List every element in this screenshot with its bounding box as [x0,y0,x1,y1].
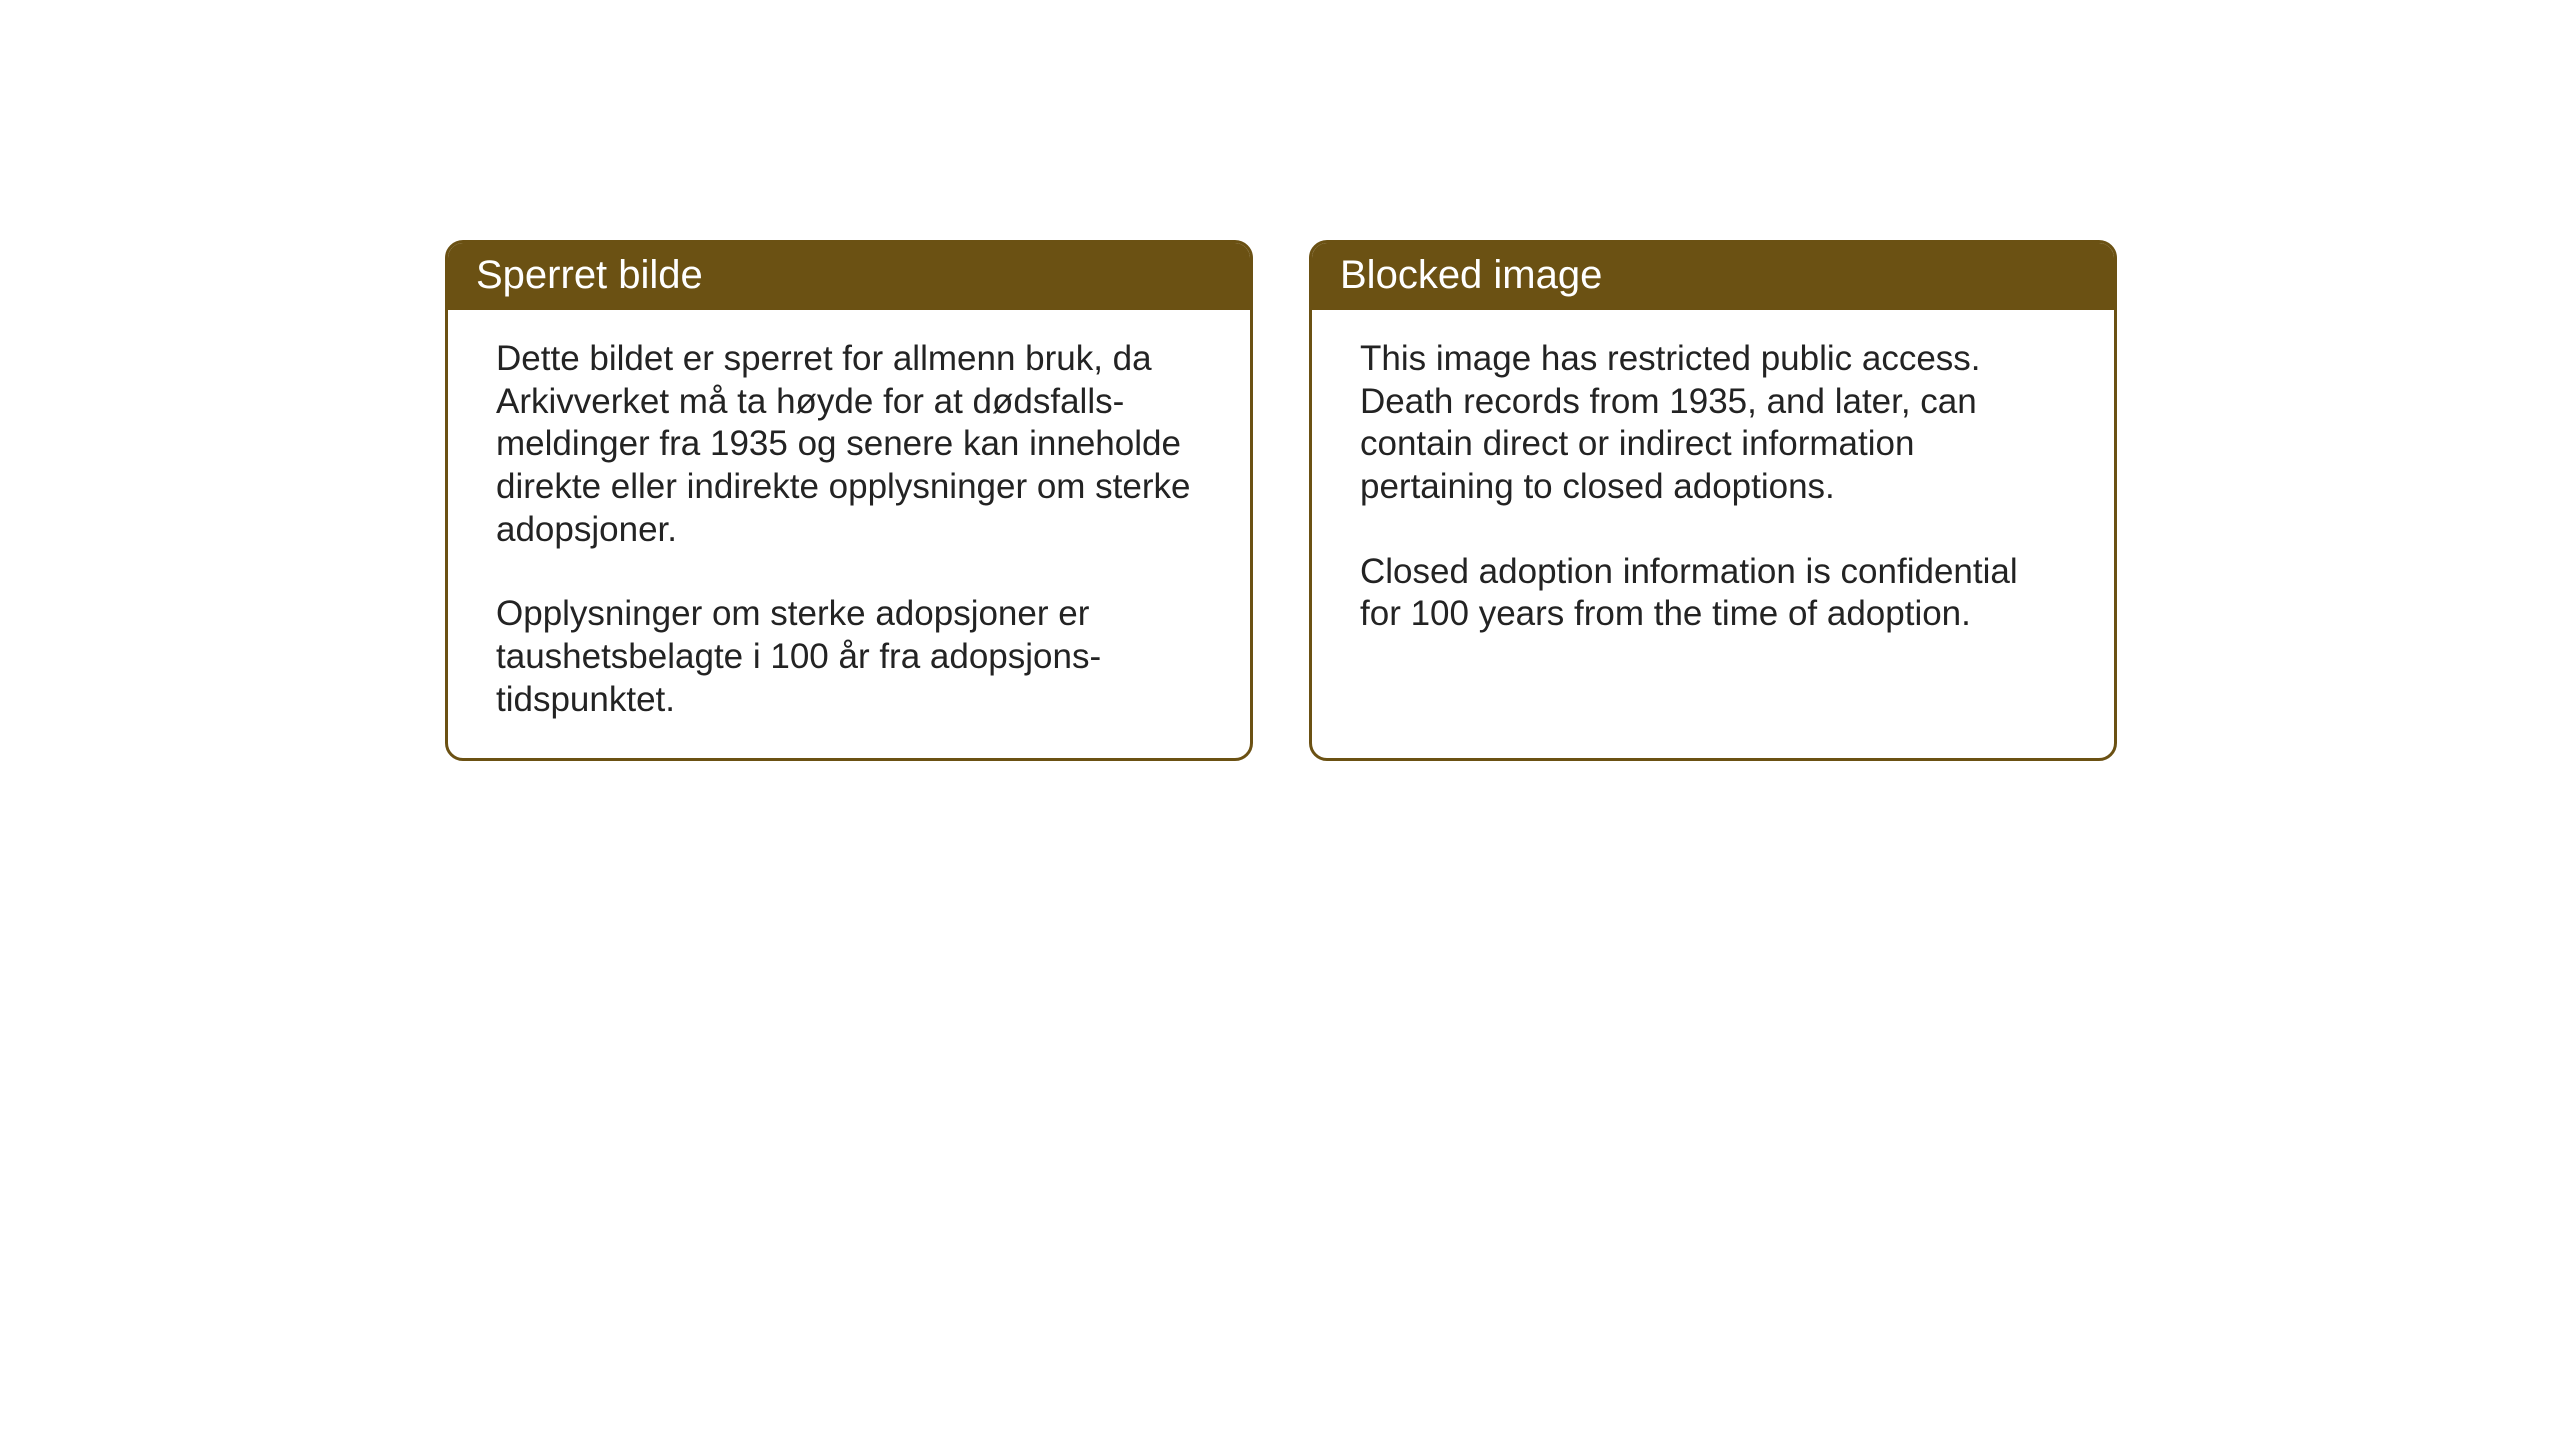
card-paragraph-norwegian-2: Opplysninger om sterke adopsjoner er tau… [496,593,1202,721]
card-header-english: Blocked image [1312,243,2114,310]
card-body-english: This image has restricted public access.… [1312,310,2114,730]
card-paragraph-english-1: This image has restricted public access.… [1360,338,2066,509]
notice-card-english: Blocked image This image has restricted … [1309,240,2117,761]
card-paragraph-english-2: Closed adoption information is confident… [1360,551,2066,636]
card-header-norwegian: Sperret bilde [448,243,1250,310]
notice-cards-container: Sperret bilde Dette bildet er sperret fo… [445,240,2117,761]
card-body-norwegian: Dette bildet er sperret for allmenn bruk… [448,310,1250,758]
card-paragraph-norwegian-1: Dette bildet er sperret for allmenn bruk… [496,338,1202,551]
card-title-norwegian: Sperret bilde [476,253,703,297]
card-title-english: Blocked image [1340,253,1602,297]
notice-card-norwegian: Sperret bilde Dette bildet er sperret fo… [445,240,1253,761]
